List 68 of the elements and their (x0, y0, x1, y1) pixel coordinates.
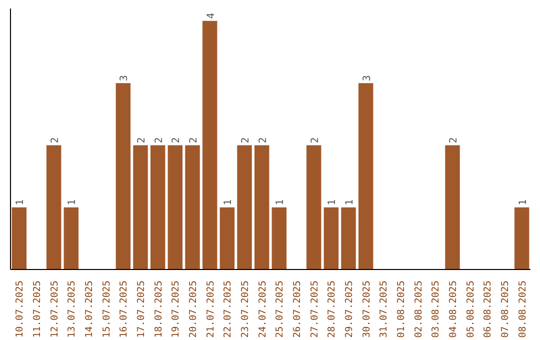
x-tick-label: 26.07.2025 (292, 280, 303, 338)
data-label: 1 (223, 199, 234, 206)
data-label: 2 (310, 137, 321, 144)
x-tick-label: 05.08.2025 (465, 280, 476, 338)
data-label: 4 (206, 12, 217, 19)
bar (185, 145, 200, 270)
data-label: 1 (15, 199, 26, 206)
data-label: 1 (327, 199, 338, 206)
bar (168, 145, 183, 270)
x-tick-label: 13.07.2025 (66, 280, 78, 338)
x-tick-label: 10.07.2025 (14, 280, 26, 338)
data-label: 3 (119, 75, 130, 82)
data-label: 2 (258, 137, 269, 144)
x-tick-label: 03.08.2025 (430, 280, 442, 338)
bar (358, 83, 374, 270)
x-tick-label: 31.07.2025 (378, 280, 390, 338)
x-tick-label: 18.07.2025 (153, 280, 164, 338)
x-tick-label: 29.07.2025 (344, 280, 355, 338)
bar (341, 207, 356, 270)
x-tick-label: 28.07.2025 (326, 280, 338, 338)
bar (514, 207, 530, 270)
x-tick-label: 20.07.2025 (188, 280, 199, 338)
x-tick-label: 24.07.2025 (257, 280, 268, 338)
x-tick-label: 15.07.2025 (101, 280, 112, 338)
data-label: 2 (50, 137, 61, 144)
x-tick-label: 04.08.2025 (448, 280, 459, 338)
bar (150, 145, 166, 270)
data-label: 2 (188, 137, 200, 144)
bar (220, 207, 235, 270)
data-label: 2 (136, 137, 148, 144)
bar (254, 145, 270, 270)
data-label: 1 (344, 199, 356, 206)
bar (12, 207, 27, 270)
bar (272, 207, 287, 270)
x-tick-label: 25.07.2025 (274, 280, 286, 338)
bar (46, 145, 62, 270)
x-tick-label: 11.07.2025 (32, 280, 43, 338)
bar (237, 145, 252, 270)
bar (116, 83, 131, 270)
x-tick-label: 21.07.2025 (205, 280, 216, 338)
x-tick-label: 23.07.2025 (240, 280, 251, 338)
x-tick-label: 19.07.2025 (170, 280, 182, 338)
x-tick-label: 17.07.2025 (136, 280, 147, 338)
x-tick-label: 16.07.2025 (118, 280, 130, 338)
bar (306, 145, 322, 270)
data-label: 2 (154, 137, 165, 144)
x-tick-label: 27.07.2025 (309, 280, 320, 338)
data-label: 2 (240, 137, 252, 144)
bar (133, 145, 148, 270)
data-label: 3 (362, 75, 373, 82)
bar (445, 145, 460, 270)
data-label: 1 (67, 199, 78, 206)
bar (202, 20, 218, 270)
x-tick-label: 07.08.2025 (500, 280, 511, 338)
bar (64, 207, 79, 270)
x-tick-label: 02.08.2025 (413, 280, 424, 338)
x-tick-label: 01.08.2025 (396, 280, 407, 338)
x-tick-label: 14.07.2025 (84, 280, 95, 338)
data-label: 2 (448, 137, 460, 144)
x-tick-label: 12.07.2025 (49, 280, 60, 338)
data-label: 1 (518, 199, 529, 206)
bar (324, 207, 339, 270)
data-label: 2 (171, 137, 182, 144)
x-tick-label: 22.07.2025 (222, 280, 234, 338)
x-tick-label: 06.08.2025 (482, 280, 494, 338)
x-tick-label: 30.07.2025 (361, 280, 372, 338)
x-tick-label: 08.08.2025 (517, 280, 528, 338)
data-label: 1 (275, 199, 286, 206)
